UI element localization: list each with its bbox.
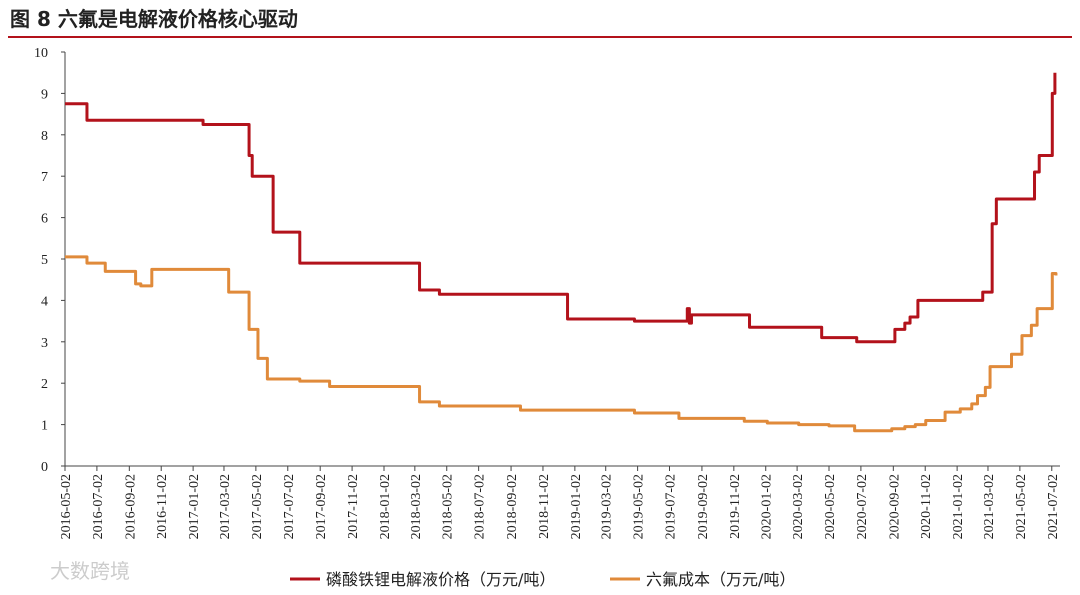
legend-label: 磷酸铁锂电解液价格（万元/吨） [326,570,555,589]
x-tick-label: 2017-01-02 [187,474,202,539]
x-tick-label: 2020-11-02 [919,474,934,539]
x-tick-label: 2019-03-02 [600,474,615,539]
x-tick-label: 2017-09-02 [314,474,329,539]
x-tick-label: 2016-05-02 [59,474,74,539]
x-tick-label: 2020-05-02 [823,474,838,539]
x-tick-label: 2019-09-02 [696,474,711,539]
x-tick-label: 2020-01-02 [760,474,775,539]
y-tick-label: 8 [41,129,48,144]
x-tick-label: 2018-01-02 [378,474,393,539]
x-tick-label: 2020-03-02 [791,474,806,539]
x-tick-label: 2021-05-02 [1014,474,1029,539]
y-tick-label: 9 [41,87,48,102]
watermark: 大数跨境 [50,559,130,583]
y-tick-label: 10 [34,46,48,61]
series-line [65,72,1057,344]
x-tick-label: 2017-11-02 [346,474,361,539]
x-tick-label: 2021-01-02 [951,474,966,539]
x-tick-label: 2017-05-02 [250,474,265,539]
series-line [65,255,1058,433]
x-tick-label: 2018-07-02 [473,474,488,539]
x-tick-label: 2020-09-02 [887,474,902,539]
x-tick-label: 2021-07-02 [1046,474,1061,539]
x-tick-label: 2019-11-02 [728,474,743,539]
y-tick-label: 0 [41,460,48,475]
x-tick-label: 2017-07-02 [282,474,297,539]
x-tick-label: 2018-05-02 [441,474,456,539]
y-tick-label: 5 [41,253,48,268]
x-tick-label: 2021-03-02 [982,474,997,539]
x-tick-label: 2018-11-02 [537,474,552,539]
x-tick-label: 2016-11-02 [155,474,170,539]
x-tick-label: 2019-07-02 [664,474,679,539]
legend-label: 六氟成本（万元/吨） [646,570,795,589]
x-tick-label: 2016-09-02 [123,474,138,539]
y-tick-label: 2 [41,377,48,392]
y-tick-label: 7 [41,170,48,185]
y-tick-label: 3 [41,336,48,351]
x-tick-label: 2017-03-02 [218,474,233,539]
y-tick-label: 4 [41,294,48,309]
x-tick-label: 2018-09-02 [505,474,520,539]
y-tick-label: 1 [41,419,48,434]
x-tick-label: 2019-01-02 [569,474,584,539]
x-tick-label: 2016-07-02 [91,474,106,539]
x-tick-label: 2019-05-02 [632,474,647,539]
x-tick-label: 2018-03-02 [409,474,424,539]
y-tick-label: 6 [41,212,48,227]
x-tick-label: 2020-07-02 [855,474,870,539]
chart-title: 图 8 六氟是电解液价格核心驱动 [10,7,298,31]
